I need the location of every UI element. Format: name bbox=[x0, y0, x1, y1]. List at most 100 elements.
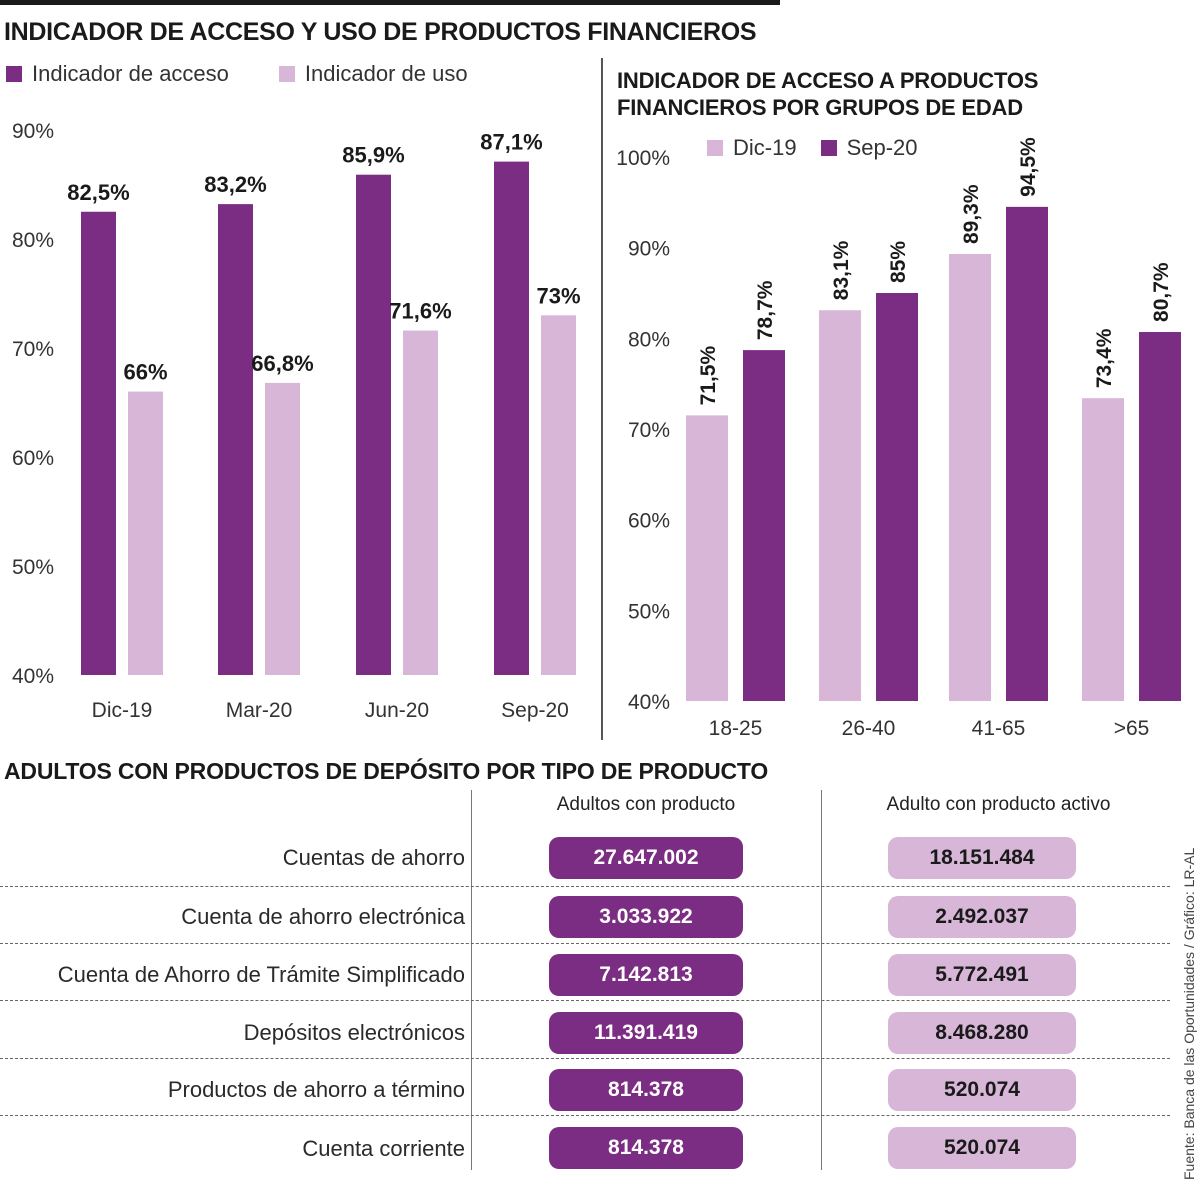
x-tick-label-26-40: 26-40 bbox=[842, 717, 896, 740]
x-tick-label-18-25: 18-25 bbox=[709, 717, 763, 740]
top-rule bbox=[0, 0, 780, 5]
legend-swatch-acceso bbox=[6, 66, 22, 82]
bar-indicador-de-uso-sep-20 bbox=[541, 315, 576, 675]
row-label-tramite-simplificado: Cuenta de Ahorro de Trámite Simplificado bbox=[57, 962, 465, 987]
bar-indicador-de-uso-mar-20 bbox=[265, 382, 300, 675]
x-tick-label-65: >65 bbox=[1114, 717, 1150, 740]
bar-dic-19-65 bbox=[1082, 398, 1124, 701]
y-tick-label-50: 50% bbox=[12, 556, 54, 579]
y-tick-label-70: 70% bbox=[12, 338, 54, 361]
value-adultos-cuentas-de-ahorro: 27.647.002 bbox=[549, 837, 743, 879]
value-activo-cuenta-corriente: 520.074 bbox=[888, 1127, 1076, 1169]
bar-indicador-de-acceso-sep-20 bbox=[494, 161, 529, 676]
row-label-ahorro-a-termino: Productos de ahorro a término bbox=[167, 1077, 465, 1102]
access-usage-bar-chart: 40% 50% 60% 70% 80% 90% 82,5% 66% Dic-19 83,2% 66,… bbox=[12, 120, 581, 722]
value-adultos-ahorro-a-termino: 814.378 bbox=[549, 1069, 743, 1111]
data-label-dic-19-18-25: 71,5% bbox=[697, 346, 720, 406]
y-tick-label-70: 70% bbox=[628, 419, 670, 442]
row-separator bbox=[0, 1058, 1170, 1059]
y-tick-label-100: 100% bbox=[616, 147, 670, 170]
value-adultos-cuenta-ahorro-electronica: 3.033.922 bbox=[549, 896, 743, 938]
legend-label-acceso: Indicador de acceso bbox=[32, 61, 229, 86]
value-activo-cuentas-de-ahorro: 18.151.484 bbox=[888, 837, 1076, 879]
x-tick-label-jun-20: Jun-20 bbox=[365, 699, 429, 722]
right-title-line2: FINANCIEROS POR GRUPOS DE EDAD bbox=[617, 95, 1023, 120]
bar-sep-20-65 bbox=[1139, 331, 1181, 701]
x-tick-label-dic-19: Dic-19 bbox=[92, 699, 153, 722]
data-label-sep-20-26-40: 85% bbox=[887, 241, 910, 283]
y-tick-label-90: 90% bbox=[628, 238, 670, 261]
table-divider-2 bbox=[821, 790, 822, 1170]
data-label-indicador-de-acceso-dic-19: 82,5% bbox=[67, 180, 129, 205]
y-tick-label-90: 90% bbox=[12, 120, 54, 143]
row-label-cuentas-de-ahorro: Cuentas de ahorro bbox=[282, 845, 465, 870]
row-label-cuenta-ahorro-electronica: Cuenta de ahorro electrónica bbox=[181, 904, 465, 929]
column-header-producto-activo: Adulto con producto activo bbox=[886, 794, 1111, 815]
value-activo-ahorro-a-termino: 520.074 bbox=[888, 1069, 1076, 1111]
row-separator bbox=[0, 886, 1170, 887]
age-group-bar-chart: 40% 50% 60% 70% 80% 90% 100% 71,5% 78,7% 18-25 83,… bbox=[616, 137, 1181, 740]
y-tick-label-80: 80% bbox=[628, 328, 670, 351]
table-title: ADULTOS CON PRODUCTOS DE DEPÓSITO POR TI… bbox=[4, 758, 769, 784]
value-adultos-depositos-electronicos: 11.391.419 bbox=[549, 1012, 743, 1054]
row-label-cuenta-corriente: Cuenta corriente bbox=[302, 1136, 465, 1161]
data-label-indicador-de-uso-dic-19: 66% bbox=[123, 360, 167, 385]
value-adultos-cuenta-corriente: 814.378 bbox=[549, 1127, 743, 1169]
y-tick-label-40: 40% bbox=[12, 665, 54, 688]
value-activo-depositos-electronicos: 8.468.280 bbox=[888, 1012, 1076, 1054]
data-label-dic-19-65: 73,4% bbox=[1093, 328, 1116, 388]
y-tick-label-40: 40% bbox=[628, 691, 670, 714]
x-tick-label-sep-20: Sep-20 bbox=[501, 699, 569, 722]
data-label-indicador-de-acceso-mar-20: 83,2% bbox=[204, 172, 266, 197]
legend-swatch-dic bbox=[707, 140, 723, 156]
bar-indicador-de-uso-jun-20 bbox=[403, 330, 438, 675]
legend-swatch-sep bbox=[820, 140, 837, 156]
bar-dic-19-41-65 bbox=[949, 254, 991, 701]
y-tick-label-80: 80% bbox=[12, 229, 54, 252]
left-legend: Indicador de acceso Indicador de uso bbox=[6, 61, 468, 87]
data-label-sep-20-18-25: 78,7% bbox=[754, 280, 777, 340]
data-label-sep-20-65: 80,7% bbox=[1150, 262, 1173, 322]
bar-indicador-de-acceso-mar-20 bbox=[218, 204, 253, 675]
legend-swatch-uso bbox=[278, 66, 295, 82]
bar-sep-20-26-40 bbox=[876, 293, 918, 701]
data-label-indicador-de-acceso-jun-20: 85,9% bbox=[342, 143, 404, 168]
y-tick-label-60: 60% bbox=[12, 447, 54, 470]
legend-label-sep: Sep-20 bbox=[846, 135, 918, 160]
bar-sep-20-18-25 bbox=[743, 350, 785, 701]
value-activo-tramite-simplificado: 5.772.491 bbox=[888, 954, 1076, 996]
row-label-depositos-electronicos: Depósitos electrónicos bbox=[243, 1020, 465, 1045]
chart-divider bbox=[601, 58, 603, 740]
data-label-indicador-de-uso-sep-20: 73% bbox=[536, 283, 580, 308]
right-legend: Dic-19 Sep-20 bbox=[707, 135, 918, 161]
bar-indicador-de-acceso-dic-19 bbox=[81, 211, 116, 675]
row-separator bbox=[0, 943, 1170, 944]
right-chart-title: INDICADOR DE ACCESO A PRODUCTOS FINANCIE… bbox=[617, 67, 1038, 121]
data-label-dic-19-26-40: 83,1% bbox=[830, 240, 853, 300]
legend-label-uso: Indicador de uso bbox=[304, 61, 468, 86]
legend-label-dic: Dic-19 bbox=[733, 135, 797, 160]
x-tick-label-mar-20: Mar-20 bbox=[226, 699, 293, 722]
bar-dic-19-18-25 bbox=[686, 415, 728, 701]
right-title-line1: INDICADOR DE ACCESO A PRODUCTOS bbox=[617, 68, 1039, 93]
bar-dic-19-26-40 bbox=[819, 310, 861, 701]
row-separator bbox=[0, 1000, 1170, 1001]
value-adultos-tramite-simplificado: 7.142.813 bbox=[549, 954, 743, 996]
bar-sep-20-41-65 bbox=[1006, 206, 1048, 701]
row-separator bbox=[0, 1115, 1170, 1116]
main-title: INDICADOR DE ACCESO Y USO DE PRODUCTOS F… bbox=[4, 18, 757, 46]
table-divider-1 bbox=[471, 790, 472, 1170]
data-label-indicador-de-uso-mar-20: 66,8% bbox=[251, 351, 313, 376]
data-label-sep-20-41-65: 94,5% bbox=[1017, 137, 1040, 197]
bar-indicador-de-acceso-jun-20 bbox=[356, 174, 391, 675]
value-activo-cuenta-ahorro-electronica: 2.492.037 bbox=[888, 896, 1076, 938]
x-tick-label-41-65: 41-65 bbox=[972, 717, 1026, 740]
source-note: Fuente: Banca de las Oportunidades / Grá… bbox=[1181, 847, 1197, 1180]
data-label-indicador-de-acceso-sep-20: 87,1% bbox=[480, 130, 542, 155]
data-label-dic-19-41-65: 89,3% bbox=[960, 184, 983, 244]
data-label-indicador-de-uso-jun-20: 71,6% bbox=[389, 299, 451, 324]
bar-indicador-de-uso-dic-19 bbox=[128, 391, 163, 675]
y-tick-label-60: 60% bbox=[628, 510, 670, 533]
column-header-adultos-con-producto: Adultos con producto bbox=[556, 794, 736, 815]
y-tick-label-50: 50% bbox=[628, 600, 670, 623]
